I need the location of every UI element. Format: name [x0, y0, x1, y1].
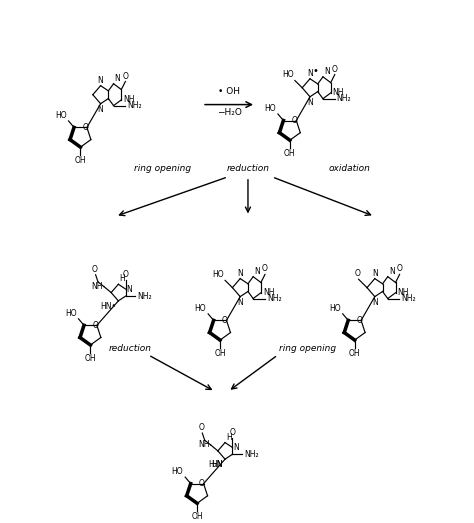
Text: O: O — [198, 423, 204, 432]
Text: ring opening: ring opening — [279, 345, 337, 354]
Text: HO: HO — [65, 309, 76, 318]
Text: NH: NH — [398, 288, 409, 297]
Text: reduction: reduction — [109, 345, 152, 354]
Text: oxidation: oxidation — [329, 164, 371, 174]
Text: NH: NH — [123, 95, 135, 104]
Text: ring opening: ring opening — [134, 164, 191, 174]
Text: OH: OH — [191, 512, 203, 521]
Text: N: N — [237, 269, 243, 278]
Text: O: O — [82, 123, 88, 132]
Text: N: N — [233, 443, 239, 452]
Text: •: • — [313, 66, 319, 76]
Text: O: O — [92, 321, 98, 330]
Text: OH: OH — [214, 349, 226, 358]
Text: NH₂: NH₂ — [244, 450, 258, 459]
Text: N: N — [98, 105, 103, 113]
Text: N: N — [307, 69, 313, 78]
Text: H: H — [226, 433, 232, 441]
Text: O: O — [262, 265, 268, 274]
Text: OH: OH — [74, 156, 86, 165]
Text: NH: NH — [91, 282, 103, 291]
Text: N: N — [237, 298, 243, 306]
Text: O: O — [122, 72, 128, 81]
Text: NH₂: NH₂ — [137, 292, 152, 301]
Text: HO: HO — [212, 270, 224, 279]
Text: O: O — [229, 428, 235, 437]
Text: • OH: • OH — [218, 87, 240, 96]
Text: N: N — [127, 285, 132, 293]
Text: N: N — [98, 76, 103, 85]
Text: O: O — [199, 479, 205, 488]
Text: O: O — [222, 316, 228, 325]
Text: OH: OH — [284, 149, 296, 158]
Text: HN•: HN• — [100, 302, 116, 311]
Text: HN: HN — [211, 460, 223, 469]
Text: H: H — [119, 274, 125, 283]
Text: N: N — [115, 74, 120, 83]
Text: NH₂: NH₂ — [401, 294, 416, 303]
Text: NH: NH — [198, 440, 210, 449]
Text: O: O — [397, 265, 402, 274]
Text: NH: NH — [263, 288, 274, 297]
Text: HO: HO — [172, 467, 183, 476]
Text: N: N — [372, 269, 378, 278]
Text: N: N — [324, 67, 330, 76]
Text: HO: HO — [329, 304, 341, 313]
Text: O: O — [332, 64, 337, 74]
Text: HO: HO — [282, 71, 294, 79]
Text: HO: HO — [194, 304, 206, 313]
Text: O: O — [355, 269, 361, 278]
Text: O: O — [91, 265, 98, 274]
Text: HO: HO — [55, 111, 66, 120]
Text: O: O — [292, 116, 298, 125]
Text: O: O — [123, 269, 128, 279]
Text: NH₂: NH₂ — [337, 94, 351, 103]
Text: HO: HO — [264, 104, 276, 113]
Text: OH: OH — [349, 349, 360, 358]
Text: N: N — [389, 267, 394, 276]
Text: N: N — [372, 298, 378, 306]
Text: OH: OH — [85, 354, 96, 362]
Text: NH₂: NH₂ — [127, 101, 142, 110]
Text: H₂N: H₂N — [209, 460, 223, 469]
Text: N: N — [254, 267, 260, 276]
Text: −H₂O: −H₂O — [217, 108, 241, 117]
Text: reduction: reduction — [227, 164, 269, 174]
Text: O: O — [356, 316, 363, 325]
Text: N: N — [307, 98, 313, 107]
Text: NH₂: NH₂ — [267, 294, 282, 303]
Text: NH: NH — [333, 88, 344, 97]
